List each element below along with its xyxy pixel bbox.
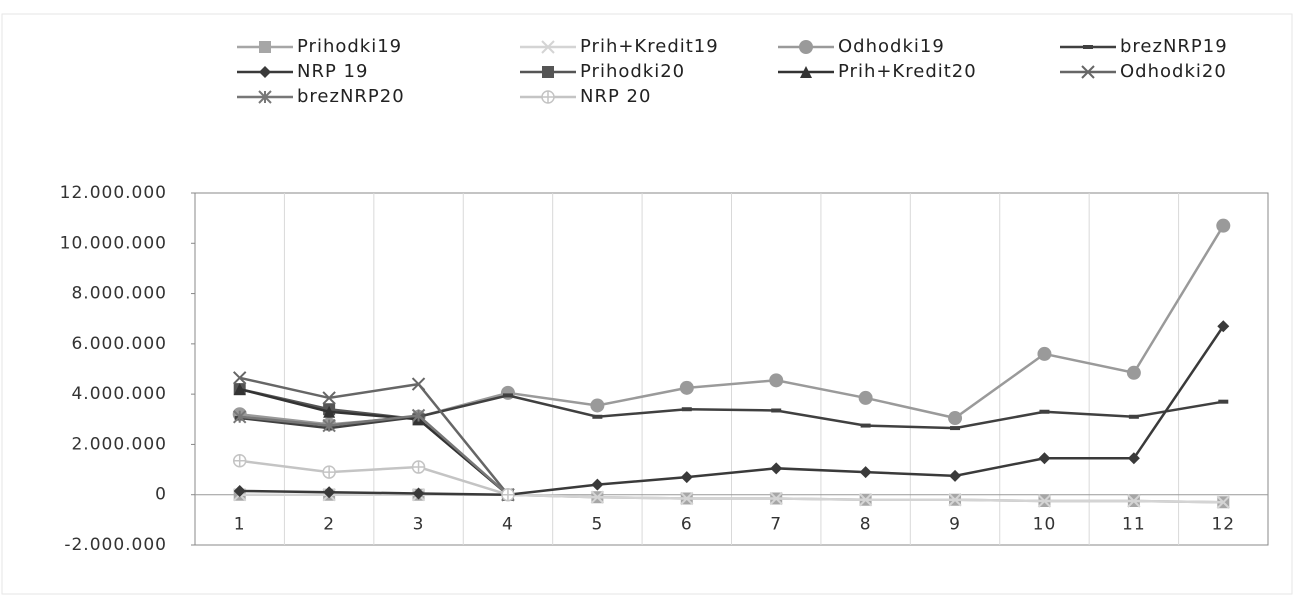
marker [799,40,813,54]
marker [681,407,692,412]
marker [411,408,426,423]
marker [1216,495,1230,509]
marker [948,411,963,426]
marker [860,423,871,428]
marker [233,371,247,385]
y-tick-label: 6.000.000 [71,334,167,354]
x-tick-label: 2 [323,515,335,535]
marker [590,490,605,504]
marker [232,454,247,468]
marker [949,469,962,482]
x-tick-label: 5 [591,515,603,535]
marker [323,486,336,499]
marker [769,373,784,388]
marker [322,418,336,433]
marker [858,390,873,405]
x-tick-label: 3 [413,515,425,535]
legend-label: Prihodki19 [297,36,402,57]
marker [258,90,272,104]
marker [858,493,873,507]
marker [800,66,812,78]
series-line [239,493,1224,504]
series-line [239,376,509,496]
y-tick-label: 10.000.000 [60,233,167,253]
x-tick-label: 4 [502,515,514,535]
x-tick-label: 11 [1122,515,1146,535]
marker [1217,320,1230,333]
legend-label: Odhodki20 [1120,61,1227,82]
y-tick-label: 4.000.000 [71,384,167,404]
series-line [239,325,1225,496]
marker [1126,365,1141,380]
x-tick-label: 1 [234,515,246,535]
legend-label: NRP 20 [580,86,651,107]
series-line [239,387,509,496]
marker [1081,65,1095,79]
marker [322,391,336,405]
legend: Prihodki19 Prih+Kredit19 Odhodki19 brezNRP1… [237,36,1228,107]
marker [1037,346,1052,361]
marker [233,410,247,424]
marker [769,491,783,506]
y-tick-label: 0 [155,485,167,505]
legend-label: Odhodki19 [838,36,945,57]
marker [1128,414,1139,419]
marker [592,414,603,419]
marker [322,465,336,479]
marker [1038,452,1051,465]
x-tick-label: 6 [681,515,693,535]
marker [770,462,783,475]
marker [679,380,694,395]
legend-label: Prihodki20 [580,61,685,82]
y-tick-label: 2.000.000 [71,434,167,454]
legend-label: Prih+Kredit20 [838,61,977,82]
y-tick-label: 8.000.000 [71,284,167,304]
marker [259,41,271,53]
marker [1218,399,1229,404]
marker [542,66,554,78]
marker [259,66,271,78]
marker [1127,494,1141,508]
marker [502,393,513,398]
marker [771,408,782,413]
x-tick-label: 9 [949,515,961,535]
marker [948,493,962,507]
marker [590,398,605,413]
y-tick-label: 12.000.000 [60,183,167,203]
marker [412,487,425,500]
marker [1127,452,1140,465]
marker [1039,409,1050,414]
marker [411,377,426,391]
x-tick-label: 10 [1033,515,1057,535]
marker [1037,494,1052,508]
series-line [239,414,509,496]
series-line [239,459,509,496]
marker [411,460,426,474]
marker [591,478,604,491]
marker [541,90,555,104]
marker [1216,218,1231,233]
x-tick-label: 7 [770,515,782,535]
marker [1083,45,1093,49]
legend-label: brezNRP20 [297,86,405,107]
legend-label: NRP 19 [297,61,368,82]
marker [233,383,246,396]
marker [859,466,872,479]
marker [323,405,336,418]
marker [233,484,246,497]
marker [541,40,555,54]
marker [501,487,515,502]
marker [680,491,694,506]
legend-label: Prih+Kredit19 [580,36,719,57]
legend-label: brezNRP19 [1120,36,1228,57]
x-tick-label: 12 [1211,515,1235,535]
marker [680,471,693,484]
chart-frame [1,13,1293,595]
x-tick-label: 8 [860,515,872,535]
marker [950,426,961,431]
y-tick-label: -2.000.000 [64,535,167,555]
